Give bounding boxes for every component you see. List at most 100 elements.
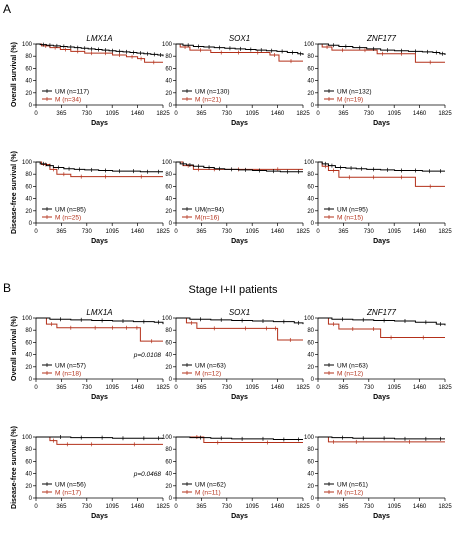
x-tick-label: 730: [222, 111, 233, 117]
km-plot: 0 20 40 60 80 100 0 365 730 1095 1460 1825 Days UM (n…: [304, 160, 452, 245]
y-tick-label: 80: [307, 447, 314, 453]
x-tick-label: 1460: [271, 111, 285, 117]
y-tick-label: 60: [307, 459, 314, 465]
legend-label: M (n=21): [195, 97, 221, 104]
x-axis-label: Days: [373, 394, 390, 401]
km-plot: 0 20 40 60 80 100 0 365 730 1095 1460 1825 Days SOX1 U…: [162, 34, 310, 127]
y-tick-label: 20: [165, 484, 172, 490]
km-plot: 0 20 40 60 80 100 0 365 730 1095 1460 1825 Days ZNF17…: [304, 308, 452, 401]
y-tick-label: 40: [25, 472, 32, 478]
x-tick-label: 1460: [271, 229, 285, 235]
legend-label: UM (n=56): [55, 482, 86, 489]
x-tick-label: 730: [364, 229, 375, 235]
survival-curve-m: [36, 161, 163, 178]
x-tick-label: 1825: [156, 229, 170, 235]
x-tick-label: 730: [364, 385, 375, 391]
x-tick-label: 1095: [246, 504, 260, 510]
y-tick-label: 80: [307, 328, 314, 334]
y-tick-label: 80: [25, 328, 32, 334]
survival-curve-m: [176, 161, 303, 170]
x-tick-label: 1460: [131, 504, 145, 510]
y-tick-label: 0: [29, 103, 33, 109]
survival-curve-um: [176, 317, 304, 325]
x-tick-label: 365: [338, 111, 349, 117]
x-tick-label: 0: [316, 385, 320, 391]
y-tick-label: 40: [307, 472, 314, 478]
legend-label: UM (n=117): [55, 89, 89, 96]
y-tick-label: 40: [25, 197, 32, 203]
y-axis-label: Disease-free survival (%): [11, 426, 18, 509]
y-tick-label: 100: [304, 42, 315, 48]
x-tick-label: 1095: [106, 111, 120, 117]
legend-label: UM (n=61): [337, 482, 368, 489]
x-tick-label: 730: [364, 111, 375, 117]
y-tick-label: 20: [307, 484, 314, 490]
legend-label: M (n=12): [195, 371, 221, 378]
x-tick-label: 1460: [413, 385, 427, 391]
survival-curve-um: [36, 43, 164, 57]
x-tick-label: 365: [56, 229, 67, 235]
km-plot: 0 20 40 60 80 100 0 365 730 1095 1460 1825 Days UM (n…: [162, 435, 310, 520]
x-tick-label: 0: [34, 111, 38, 117]
y-tick-label: 0: [169, 221, 173, 227]
y-tick-label: 0: [169, 377, 173, 383]
legend-label: UM (n=130): [195, 89, 230, 96]
y-tick-label: 80: [307, 172, 314, 178]
y-axis-label: Overall survival (%): [11, 42, 18, 107]
survival-curve-m: [176, 317, 303, 341]
y-tick-label: 100: [22, 435, 33, 441]
x-tick-label: 0: [174, 504, 178, 510]
y-tick-label: 0: [29, 377, 33, 383]
x-tick-label: 0: [316, 229, 320, 235]
x-axis-label: Days: [91, 513, 108, 520]
gene-title: LMX1A: [86, 308, 112, 317]
x-tick-label: 365: [56, 385, 67, 391]
y-tick-label: 80: [165, 54, 172, 60]
y-tick-label: 60: [307, 184, 314, 190]
km-plot: 0 20 40 60 80 100 0 365 730 1095 1460 1825 Days UM(n=…: [162, 160, 310, 245]
y-tick-label: 40: [25, 79, 32, 85]
x-tick-label: 365: [56, 111, 67, 117]
legend-label: UM (n=85): [55, 207, 86, 214]
gene-title: SOX1: [229, 308, 250, 317]
panel-a-label: A: [3, 2, 11, 16]
y-tick-label: 100: [304, 160, 315, 166]
km-plot: 0 20 40 60 80 100 0 365 730 1095 1460 1825 Days Overa…: [11, 308, 170, 401]
y-tick-label: 20: [307, 91, 314, 97]
x-tick-label: 365: [56, 504, 67, 510]
x-tick-label: 730: [222, 504, 233, 510]
y-tick-label: 100: [162, 42, 173, 48]
x-axis-label: Days: [91, 394, 108, 401]
y-tick-label: 0: [311, 377, 315, 383]
y-tick-label: 60: [25, 184, 32, 190]
x-tick-label: 1825: [156, 385, 170, 391]
y-tick-label: 20: [25, 484, 32, 490]
legend-label: M(n=16): [195, 215, 219, 222]
km-plot: 0 20 40 60 80 100 0 365 730 1095 1460 1825 Days Disea…: [11, 151, 170, 245]
y-tick-label: 0: [311, 496, 315, 502]
x-tick-label: 0: [34, 504, 38, 510]
y-axis-label: Overall survival (%): [11, 316, 18, 381]
y-tick-label: 60: [307, 340, 314, 346]
y-tick-label: 40: [165, 79, 172, 85]
y-tick-label: 0: [169, 103, 173, 109]
legend-label: M (n=19): [337, 97, 363, 104]
x-tick-label: 365: [196, 229, 207, 235]
survival-curve-m: [36, 436, 163, 445]
y-tick-label: 80: [307, 54, 314, 60]
y-tick-label: 0: [311, 103, 315, 109]
y-tick-label: 40: [165, 197, 172, 203]
y-tick-label: 60: [165, 66, 172, 72]
x-tick-label: 730: [82, 385, 93, 391]
legend-label: M (n=15): [337, 215, 363, 222]
legend-label: UM (n=63): [195, 363, 226, 370]
legend-label: UM (n=62): [195, 482, 226, 489]
x-tick-label: 365: [196, 385, 207, 391]
legend-label: UM (n=95): [337, 207, 368, 214]
x-tick-label: 1095: [246, 229, 260, 235]
x-tick-label: 1095: [106, 229, 120, 235]
legend-label: UM (n=57): [55, 363, 86, 370]
y-tick-label: 20: [25, 365, 32, 371]
x-tick-label: 1095: [246, 111, 260, 117]
x-tick-label: 730: [82, 111, 93, 117]
